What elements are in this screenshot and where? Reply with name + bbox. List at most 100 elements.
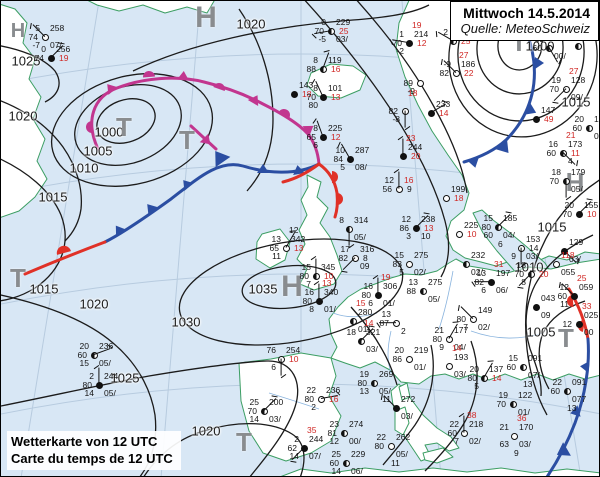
station-value: 80: [82, 380, 92, 390]
isobar-label: 1015: [537, 219, 567, 235]
barb-feather: [372, 275, 379, 280]
station-value: 65: [269, 243, 279, 253]
station-value: 19: [412, 19, 422, 30]
station-value: 269: [379, 368, 394, 379]
station-circle: [509, 400, 517, 408]
warm-front-symbols: [56, 171, 343, 255]
station-value: 6: [313, 140, 318, 150]
station-value: 74: [34, 53, 44, 63]
station-value: 02/: [469, 436, 481, 446]
station-circle: [570, 292, 578, 300]
station-value: 229: [351, 448, 366, 459]
station-value: 129: [569, 236, 584, 247]
station-value: 179: [571, 166, 586, 177]
barb-feather: [341, 271, 348, 274]
station-circle: [563, 387, 571, 395]
station-value: 09: [541, 310, 551, 320]
caption-french: Carte du temps de 12 UTC: [11, 451, 173, 467]
isobar-label: 1010: [514, 259, 544, 275]
station-value: 60: [77, 350, 87, 360]
station-value: 01/: [414, 362, 426, 372]
station-value: 14: [249, 414, 259, 424]
station-value: 13: [331, 92, 341, 102]
station-value: 1: [399, 28, 404, 39]
station-value: 8: [313, 54, 318, 65]
station-value: 00/: [349, 436, 361, 446]
station-value: 229: [336, 16, 351, 27]
station-value: 20: [564, 199, 574, 210]
station-value: 22: [376, 431, 386, 442]
station-value: 04/: [454, 342, 466, 352]
station-value: 15: [394, 249, 404, 260]
barb-feather: [290, 461, 297, 464]
station-value: 86: [399, 223, 409, 233]
station-value: 0: [321, 16, 326, 27]
isobar-label: 1020: [191, 423, 221, 439]
station-value: 13: [322, 277, 332, 288]
station-value: -9: [407, 86, 415, 96]
station-value: 23: [329, 418, 339, 429]
station-value: 6: [271, 362, 276, 372]
station-value: 233: [436, 98, 451, 109]
station-value: 13: [408, 276, 418, 287]
wind-barb: [280, 359, 287, 379]
station-value: 197: [496, 267, 511, 278]
station-value: 05/: [396, 449, 408, 459]
station-value: 9: [511, 251, 516, 261]
station-value: 22: [552, 376, 562, 387]
station-value: 16: [404, 174, 414, 185]
station-value: 5: [399, 267, 404, 277]
pressure-center-t: T: [116, 112, 132, 142]
station-value: 6: [481, 285, 486, 295]
station-circle: [392, 404, 400, 412]
caption-german: Wetterkarte von 12 UTC: [11, 433, 158, 449]
station-value: 091: [528, 352, 543, 363]
station-value: 60: [550, 386, 560, 396]
station-value: 02/: [594, 131, 599, 141]
station-value: 12: [329, 436, 339, 446]
pressure-center-t: T: [558, 323, 574, 353]
pressure-center-h: H: [565, 167, 585, 197]
coast-iberia: [238, 352, 342, 462]
pressure-center-t: T: [236, 427, 252, 457]
station-value: 4: [568, 156, 573, 166]
station-value: 14: [529, 243, 539, 253]
station-circle: [340, 429, 348, 437]
station-value: 20: [411, 151, 421, 161]
station-value: 8: [521, 277, 526, 287]
station-value: 16: [304, 286, 314, 297]
station-value: 321: [366, 326, 381, 337]
station-value: 15: [508, 352, 518, 363]
station-circle: [349, 317, 357, 325]
station-value: 177: [454, 324, 469, 335]
station-circle: [510, 432, 518, 440]
barb-feather: [310, 256, 317, 261]
station-value: 170: [519, 421, 534, 432]
station-value: 13: [294, 243, 304, 253]
station-value: 340: [324, 286, 339, 297]
station-value: 272: [401, 393, 416, 404]
station-value: 19: [498, 389, 508, 400]
station-value: 274: [349, 418, 364, 429]
isobar-label: 1020: [79, 296, 109, 312]
station-value: 00/: [554, 51, 566, 61]
station-value: 60: [483, 230, 493, 240]
station-value: 82: [388, 106, 398, 116]
barb-feather: [323, 50, 330, 54]
station-value: 244: [104, 370, 119, 381]
barb-feather: [457, 305, 460, 312]
station-value: 12: [289, 224, 299, 235]
station-value: 05/: [99, 358, 111, 368]
isobar-label: 1010: [69, 160, 99, 176]
coast-britain: [296, 174, 343, 291]
station-value: 173: [568, 138, 583, 149]
station-value: 15: [483, 212, 493, 223]
station-value: 316: [360, 243, 375, 254]
station-value: 11: [382, 393, 391, 404]
station-value: 20: [539, 269, 549, 279]
station-value: 20: [574, 113, 584, 124]
station-circle: [405, 355, 413, 363]
station-value: 128: [571, 74, 586, 85]
station-value: 11: [391, 458, 400, 468]
